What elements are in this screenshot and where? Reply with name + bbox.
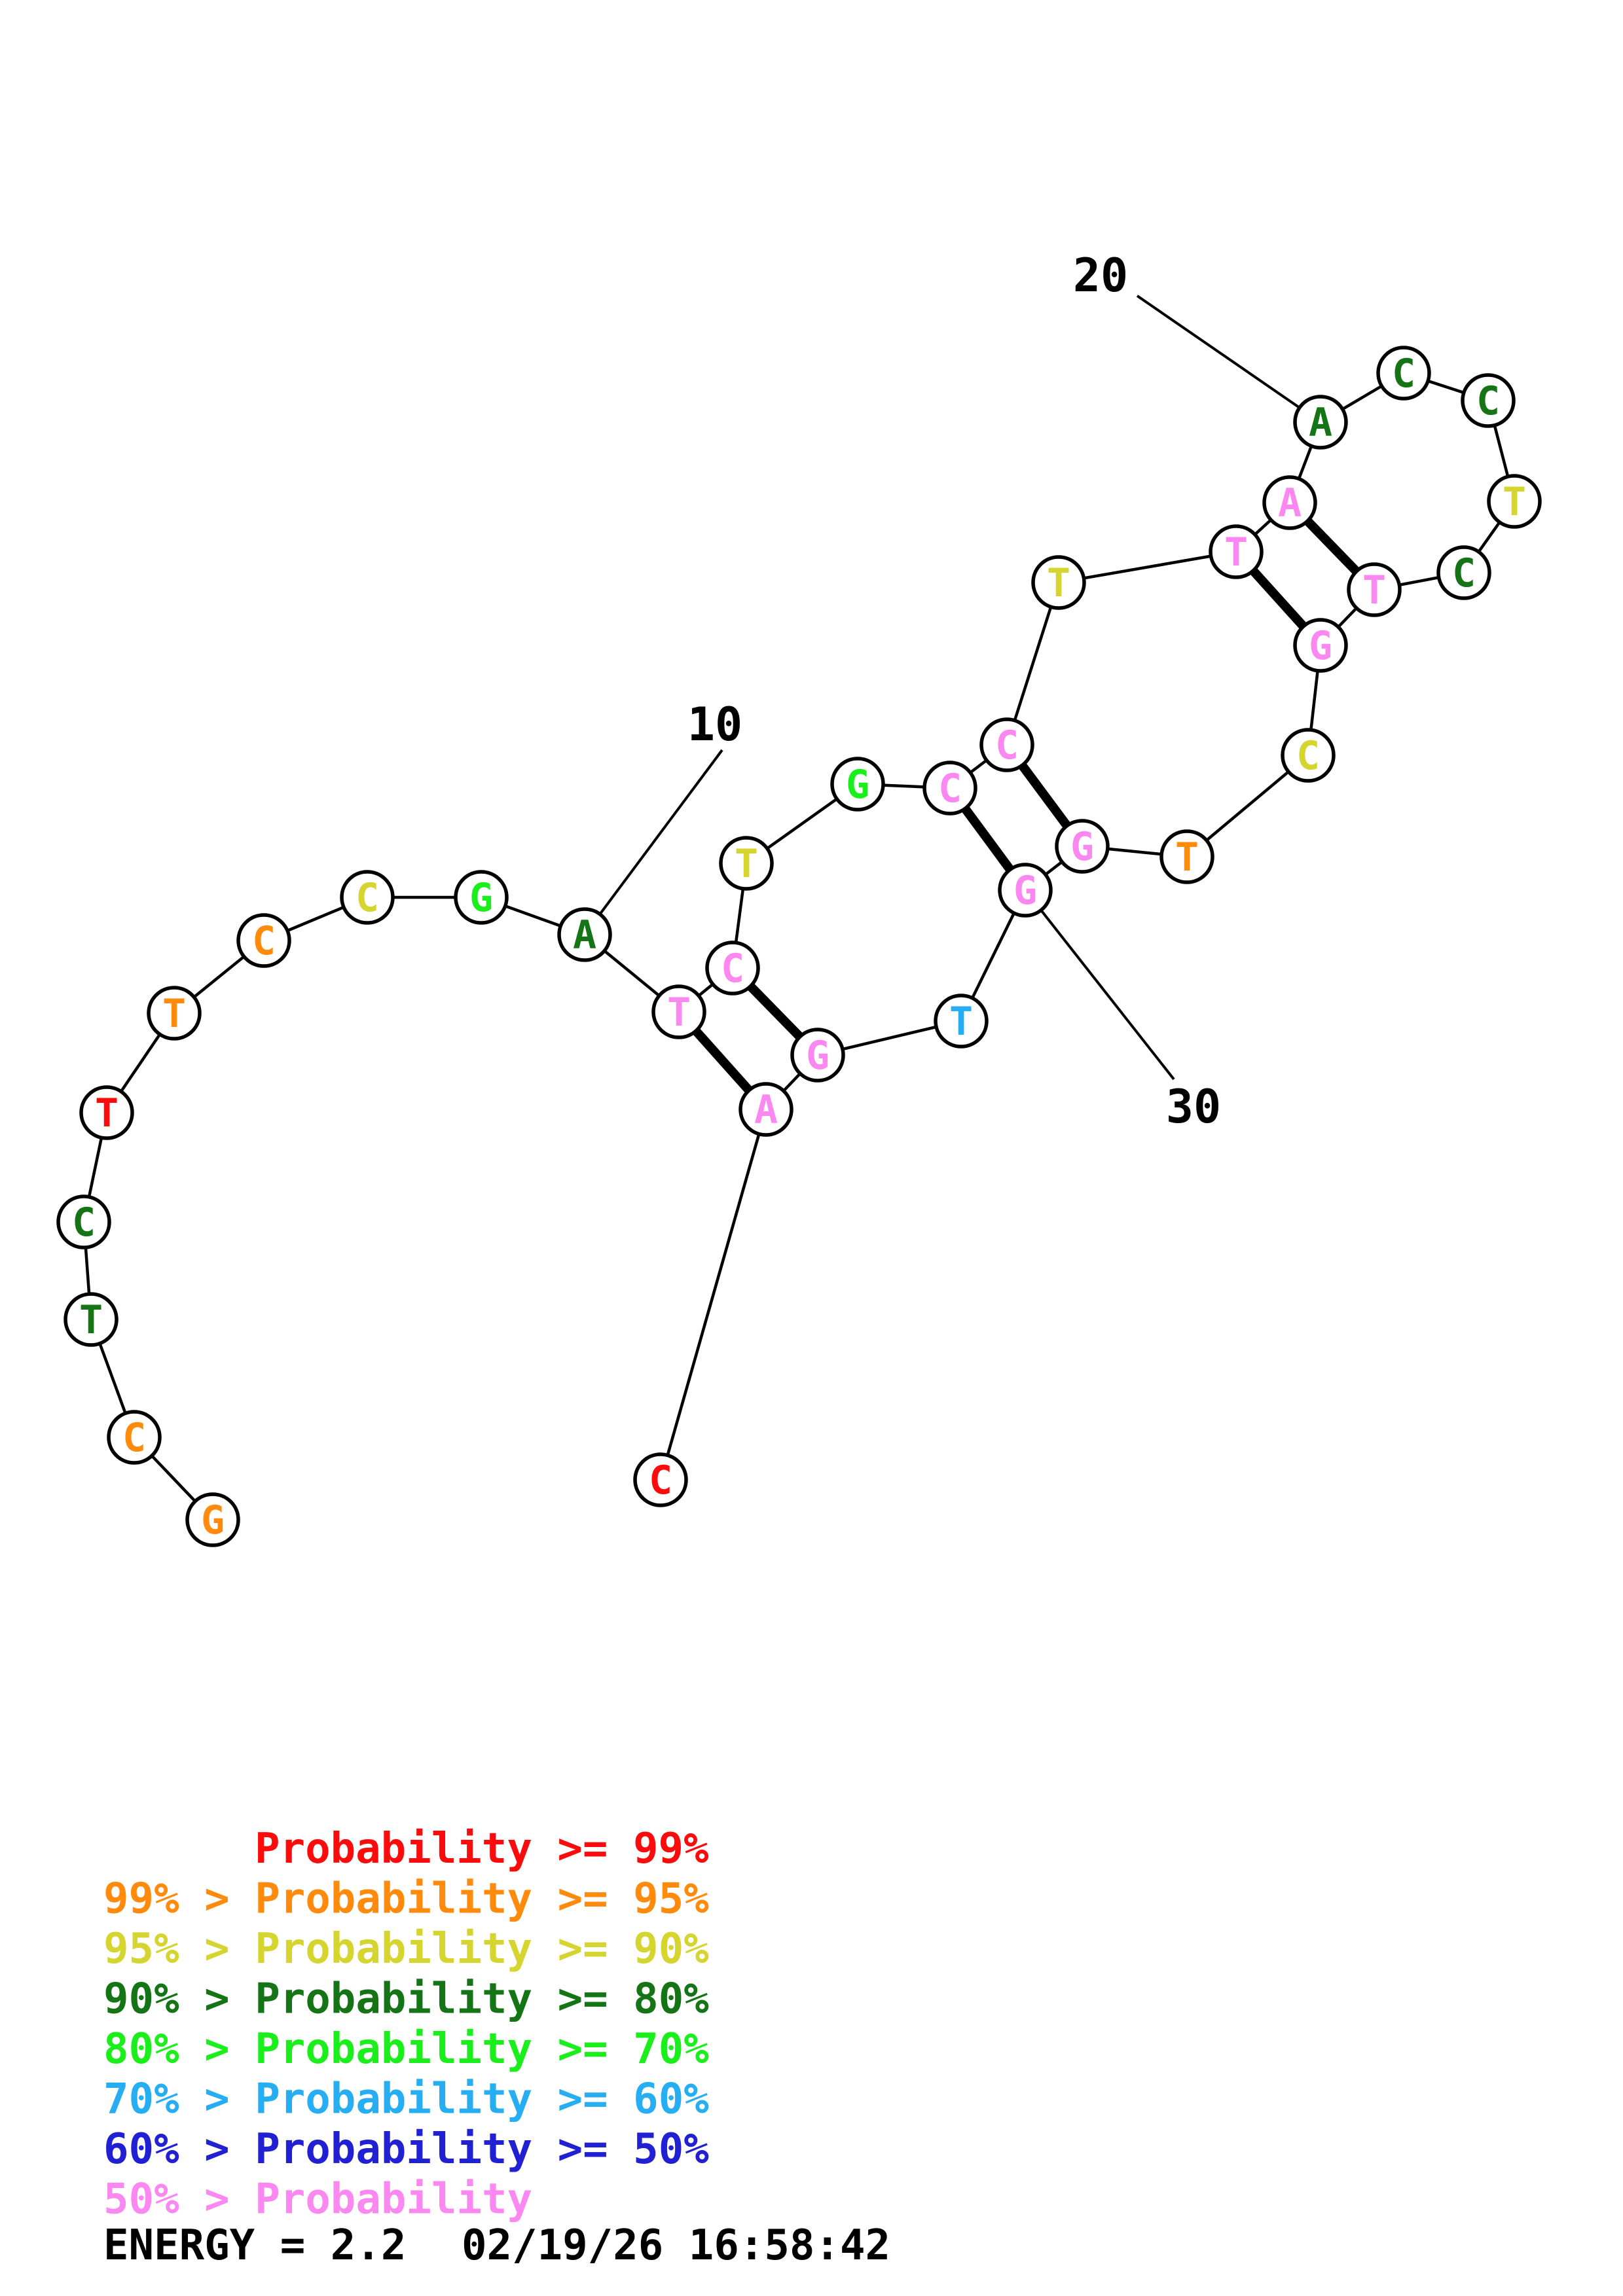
backbone-line [1058, 550, 1237, 584]
timestamp: 02/19/26 16:58:42 [462, 2221, 890, 2270]
backbone-line [659, 1109, 768, 1480]
nucleotide-letter: C [721, 946, 744, 992]
nucleotide-letter: T [162, 991, 186, 1037]
nucleotide-circle [1436, 545, 1491, 600]
nucleotide-circle [107, 1410, 162, 1465]
legend-item: 90% > Probability >= 80% [103, 1975, 709, 2024]
index-label: 20 [1073, 249, 1128, 302]
legend-item: 95% > Probability >= 90% [103, 1925, 709, 1973]
nucleotide-letter: G [201, 1498, 225, 1543]
nucleotide-circle [147, 986, 202, 1041]
backbone-line [1005, 582, 1061, 745]
nucleotide-letter: A [1278, 480, 1302, 526]
nucleotide-letter: C [1452, 550, 1476, 596]
nucleotide-letter: C [122, 1415, 146, 1461]
nucleotide-circle [64, 1292, 119, 1347]
nucleotide-letter: T [949, 999, 973, 1045]
index-pointer-line [583, 749, 723, 936]
nucleotide-letter: C [995, 723, 1019, 768]
nucleotide-circle [830, 757, 885, 812]
nucleotide-letter: T [1224, 529, 1248, 575]
index-pointer-line [1136, 295, 1322, 423]
nucleotide-letter: C [1296, 733, 1320, 779]
index-label: 10 [687, 698, 742, 751]
nucleotide-letter: C [72, 1200, 96, 1246]
nucleotide-circle [1376, 346, 1431, 401]
nucleotide-letter: T [667, 990, 691, 1035]
nucleotide-letter: G [846, 762, 869, 808]
nucleotide-circle [1055, 819, 1110, 874]
nucleotide-circle [557, 907, 612, 962]
nucleotide-circle [1262, 475, 1317, 530]
index-label: 30 [1166, 1080, 1221, 1134]
nucleotide-letter: C [1476, 378, 1500, 424]
nucleotide-letter: A [573, 912, 596, 958]
nucleotide-letter: C [1392, 351, 1415, 397]
nucleotide-letter: T [1503, 479, 1526, 525]
nucleotide-letter: A [754, 1087, 778, 1133]
legend-item: 70% > Probability >= 60% [103, 2075, 709, 2124]
footer: ENERGY = 2.2 02/19/26 16:58:42 [103, 2221, 890, 2270]
nucleotide-circle [1461, 373, 1516, 428]
nucleotide-circle [1281, 728, 1336, 783]
probability-legend: Probability >= 99% 99% > Probability >= … [103, 1825, 709, 2224]
legend-item: Probability >= 99% [255, 1825, 709, 1873]
nucleotide-letter: T [1175, 834, 1199, 880]
nucleotide-circle [185, 1492, 240, 1547]
nucleotide-circle [1031, 555, 1086, 610]
nucleotide-letter: G [1070, 824, 1094, 870]
nucleotide-circle [922, 761, 977, 816]
nucleotide-circle [1293, 618, 1348, 673]
nucleotide-circle [1159, 829, 1214, 884]
nucleotide-letter: T [1362, 567, 1386, 613]
nucleotide-letter: C [356, 875, 379, 921]
nucleotide-letter: G [1013, 868, 1037, 914]
legend-item: 60% > Probability >= 50% [103, 2125, 709, 2174]
nucleotide-circle [739, 1082, 793, 1137]
nucleotide-circle [79, 1085, 134, 1140]
nucleotide-circle [1487, 474, 1542, 529]
nucleotide-circle [236, 913, 291, 968]
index-pointer-line [1024, 889, 1175, 1081]
nucleotide-circle [56, 1194, 111, 1249]
nucleotide-circle [340, 870, 395, 925]
nucleotide-circle [1347, 562, 1402, 617]
nucleotide-letter: T [79, 1297, 103, 1343]
nucleotide-letter: C [252, 918, 276, 964]
nucleotide-circle [1209, 524, 1264, 579]
nucleotide-circle [454, 870, 509, 925]
energy-value: ENERGY = 2.2 [103, 2221, 406, 2270]
nucleotide-letter: T [735, 841, 758, 887]
nucleotide-circle [719, 836, 774, 891]
nucleotide-letter: G [806, 1033, 830, 1079]
nucleotide-circle [633, 1452, 688, 1507]
legend-item: 50% > Probability [103, 2176, 532, 2224]
nucleotide-letter: C [938, 766, 962, 812]
legend-item: 99% > Probability >= 95% [103, 1875, 709, 1924]
nucleotide-letter: G [1309, 623, 1332, 669]
nucleotide-letter: A [1309, 400, 1332, 446]
nucleotide-letter: C [649, 1458, 672, 1503]
nucleotide-circle [705, 941, 760, 996]
nucleotide-circle [651, 984, 706, 1039]
nucleotide-circle [979, 717, 1034, 772]
nucleotide-circle [1293, 395, 1348, 450]
nucleotide-circle [790, 1028, 845, 1083]
nucleotide-letter: T [1047, 560, 1070, 606]
nucleotide-circle [998, 863, 1053, 918]
legend-item: 80% > Probability >= 70% [103, 2025, 709, 2073]
nucleotide-letter: T [95, 1090, 119, 1136]
nucleotide-circle [934, 994, 989, 1049]
nucleotide-letter: G [469, 875, 493, 921]
